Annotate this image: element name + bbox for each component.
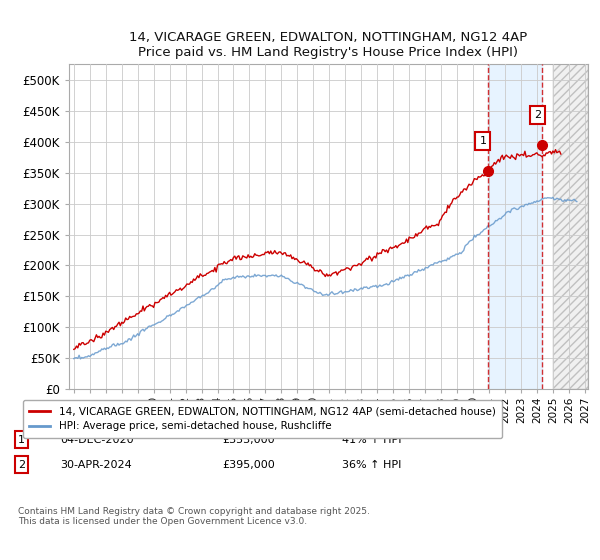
Text: 36% ↑ HPI: 36% ↑ HPI: [342, 460, 401, 470]
Text: £353,000: £353,000: [222, 435, 275, 445]
Text: 1: 1: [18, 435, 25, 445]
Text: 30-APR-2024: 30-APR-2024: [60, 460, 132, 470]
Legend: 14, VICARAGE GREEN, EDWALTON, NOTTINGHAM, NG12 4AP (semi-detached house), HPI: A: 14, VICARAGE GREEN, EDWALTON, NOTTINGHAM…: [23, 400, 502, 438]
Bar: [553, 64, 588, 389]
Title: 14, VICARAGE GREEN, EDWALTON, NOTTINGHAM, NG12 4AP
Price paid vs. HM Land Regist: 14, VICARAGE GREEN, EDWALTON, NOTTINGHAM…: [130, 31, 527, 59]
Text: 2: 2: [18, 460, 25, 470]
Bar: [488, 64, 542, 389]
Text: 1: 1: [479, 136, 487, 146]
Text: 41% ↑ HPI: 41% ↑ HPI: [342, 435, 401, 445]
Text: £395,000: £395,000: [222, 460, 275, 470]
Bar: [553, 64, 588, 389]
Text: 2: 2: [534, 110, 541, 120]
Text: Contains HM Land Registry data © Crown copyright and database right 2025.
This d: Contains HM Land Registry data © Crown c…: [18, 507, 370, 526]
Text: 04-DEC-2020: 04-DEC-2020: [60, 435, 134, 445]
